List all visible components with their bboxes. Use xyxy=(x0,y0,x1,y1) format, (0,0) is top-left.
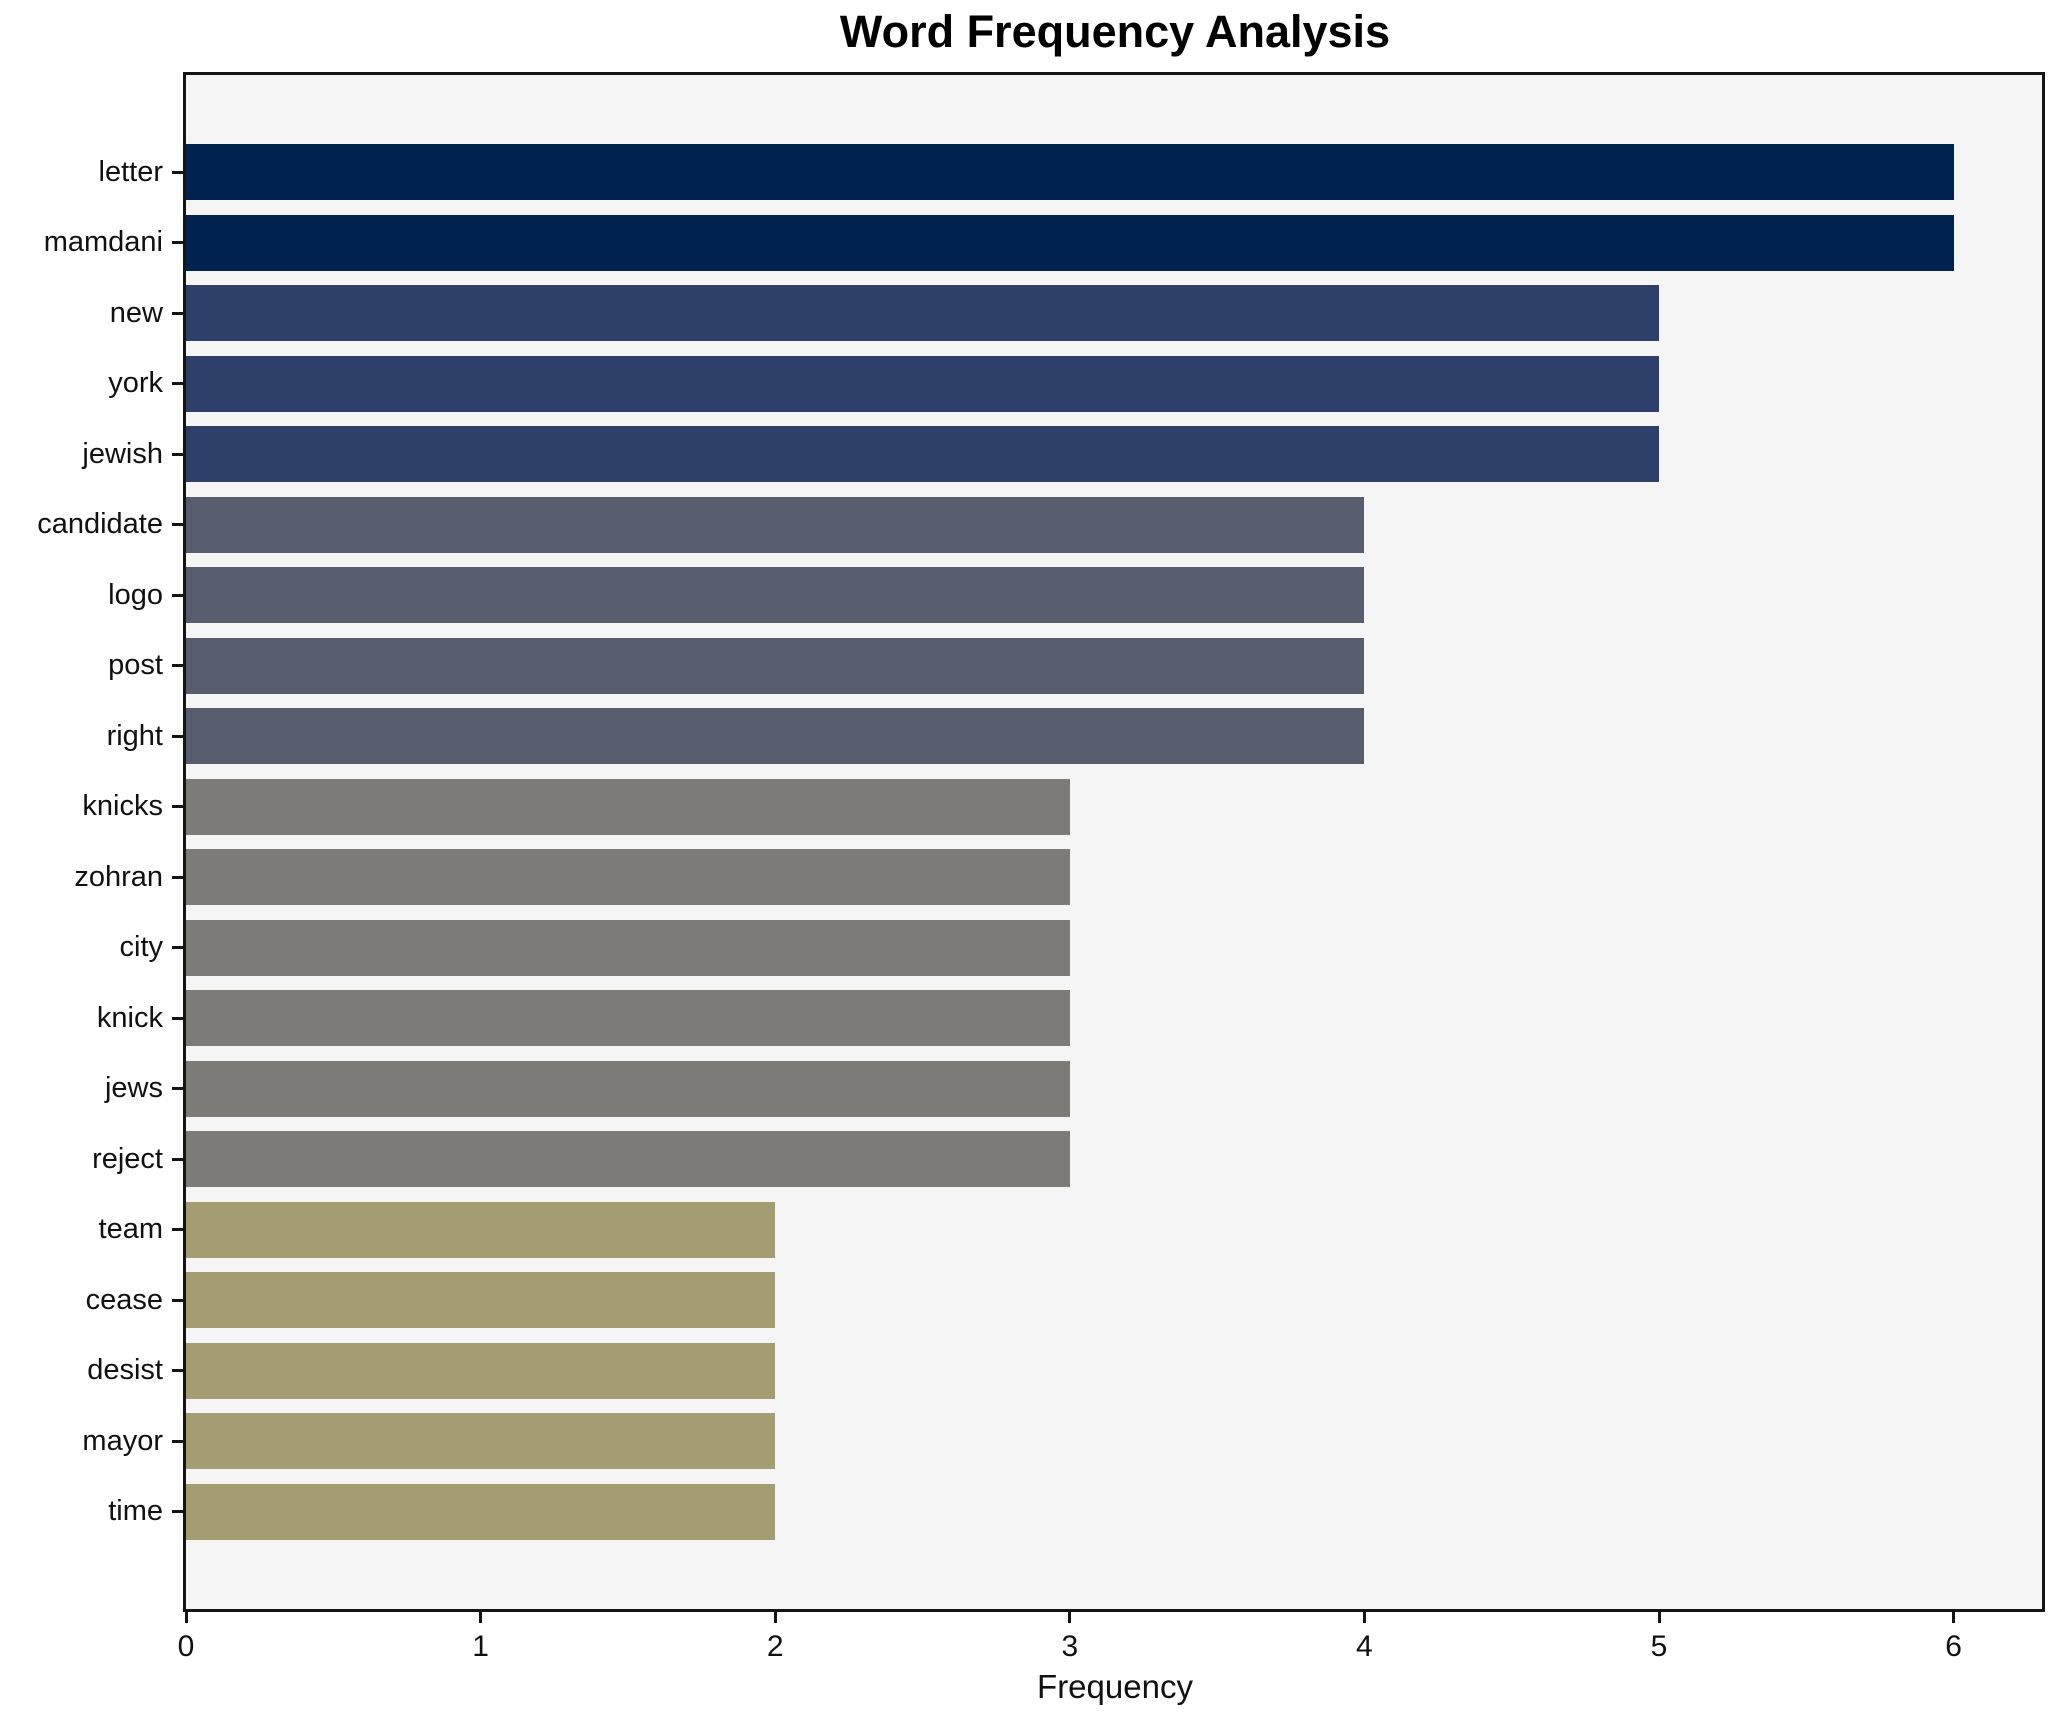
y-tick-label-jews: jews xyxy=(104,1072,163,1105)
bar-reject xyxy=(186,1131,1070,1188)
y-tick-label-logo: logo xyxy=(108,578,163,611)
y-tick-mark xyxy=(172,1016,183,1020)
y-tick-label-mayor: mayor xyxy=(82,1424,163,1457)
y-tick-label-candidate: candidate xyxy=(37,508,163,541)
bar-logo xyxy=(186,567,1365,624)
x-tick-label-2: 2 xyxy=(766,1630,784,1663)
bar-zohran xyxy=(186,849,1070,906)
y-tick-label-zohran: zohran xyxy=(74,860,163,893)
x-tick-label-1: 1 xyxy=(472,1630,489,1663)
y-tick-label-knicks: knicks xyxy=(82,790,163,823)
bar-jewish xyxy=(186,426,1659,483)
y-tick-label-cease: cease xyxy=(85,1283,163,1316)
x-tick-label-0: 0 xyxy=(177,1630,195,1663)
y-tick-mark xyxy=(172,241,183,245)
y-tick-mark xyxy=(172,1157,183,1161)
y-tick-mark xyxy=(172,311,183,315)
y-tick-mark xyxy=(172,875,183,879)
bar-letter xyxy=(186,144,1954,201)
x-tick-mark xyxy=(1952,1612,1956,1623)
y-tick-mark xyxy=(172,664,183,668)
y-tick-label-desist: desist xyxy=(87,1354,163,1387)
x-tick-mark xyxy=(773,1612,777,1623)
bar-candidate xyxy=(186,496,1365,553)
y-tick-label-time: time xyxy=(108,1495,163,1528)
bar-mamdani xyxy=(186,214,1954,271)
y-tick-mark xyxy=(172,593,183,597)
x-tick-mark xyxy=(479,1612,483,1623)
bar-right xyxy=(186,708,1365,765)
x-axis-title: Frequency xyxy=(1037,1668,1193,1705)
bar-team xyxy=(186,1201,776,1258)
bar-city xyxy=(186,919,1070,976)
bar-new xyxy=(186,285,1659,342)
y-tick-label-york: york xyxy=(108,367,163,400)
bar-york xyxy=(186,355,1659,412)
bar-jews xyxy=(186,1060,1070,1117)
bar-knicks xyxy=(186,778,1070,835)
bar-cease xyxy=(186,1272,776,1329)
y-tick-mark xyxy=(172,734,183,738)
y-tick-label-mamdani: mamdani xyxy=(43,226,163,259)
y-tick-mark xyxy=(172,1510,183,1514)
y-tick-mark xyxy=(172,1228,183,1232)
chart-title: Word Frequency Analysis xyxy=(839,6,1391,57)
x-tick-mark xyxy=(1068,1612,1072,1623)
y-tick-mark xyxy=(172,1087,183,1091)
x-tick-mark xyxy=(184,1612,188,1623)
y-tick-mark xyxy=(172,523,183,527)
bar-post xyxy=(186,637,1365,694)
y-tick-label-post: post xyxy=(108,649,163,682)
bar-knick xyxy=(186,990,1070,1047)
y-tick-label-jewish: jewish xyxy=(82,437,163,470)
y-tick-label-right: right xyxy=(106,719,163,752)
x-tick-mark xyxy=(1657,1612,1661,1623)
y-tick-label-reject: reject xyxy=(92,1142,163,1175)
y-tick-label-team: team xyxy=(98,1213,163,1246)
y-tick-mark xyxy=(172,452,183,456)
bar-time xyxy=(186,1483,776,1540)
y-tick-label-new: new xyxy=(109,296,163,329)
y-tick-mark xyxy=(172,170,183,174)
y-tick-label-letter: letter xyxy=(98,155,163,188)
y-tick-mark xyxy=(172,805,183,809)
plot-area xyxy=(183,72,2045,1612)
y-tick-label-knick: knick xyxy=(96,1001,163,1034)
x-tick-mark xyxy=(1362,1612,1366,1623)
y-tick-mark xyxy=(172,946,183,950)
y-tick-mark xyxy=(172,1298,183,1302)
y-tick-mark xyxy=(172,382,183,386)
y-tick-label-city: city xyxy=(119,931,164,964)
x-tick-label-4: 4 xyxy=(1356,1630,1373,1663)
bar-mayor xyxy=(186,1413,776,1470)
x-tick-label-6: 6 xyxy=(1945,1630,1962,1663)
x-tick-label-5: 5 xyxy=(1650,1630,1668,1663)
x-tick-label-3: 3 xyxy=(1061,1630,1079,1663)
bar-desist xyxy=(186,1342,776,1399)
y-tick-mark xyxy=(172,1439,183,1443)
y-tick-mark xyxy=(172,1369,183,1373)
